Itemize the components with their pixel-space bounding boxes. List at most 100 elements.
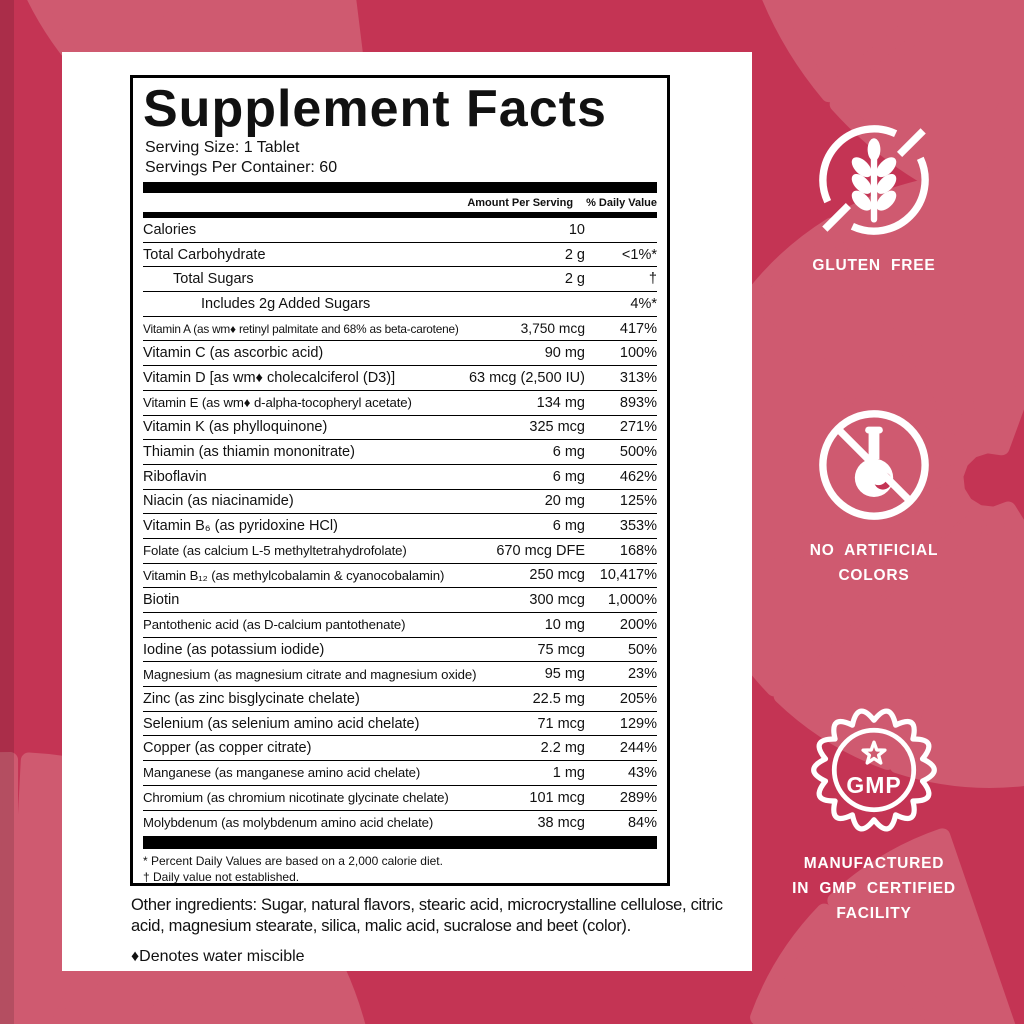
nutrient-name: Total Carbohydrate [143, 246, 266, 263]
column-header-amount: Amount Per Serving [467, 197, 574, 209]
nutrient-amount: 325 mcg [529, 419, 585, 436]
nutrient-name: Folate (as calcium L-5 methyltetrahydrof… [143, 543, 407, 559]
no-artificial-colors-icon [819, 410, 929, 520]
table-row: Vitamin K (as phylloquinone) 325 mcg 271% [143, 416, 657, 441]
table-row: Vitamin B₆ (as pyridoxine HCl) 6 mg 353% [143, 514, 657, 539]
nutrient-name: Vitamin B₁₂ (as methylcobalamin & cyanoc… [143, 567, 445, 583]
nutrient-name: Vitamin A (as wm♦ retinyl palmitate and … [143, 321, 459, 336]
nutrient-daily-value: † [648, 271, 657, 288]
table-row: Manganese (as manganese amino acid chela… [143, 761, 657, 786]
table-row: Selenium (as selenium amino acid chelate… [143, 712, 657, 737]
nutrient-name: Calories [143, 221, 197, 238]
serving-info: Serving Size: 1 Tablet Servings Per Cont… [145, 138, 657, 178]
table-row: Vitamin D [as wm♦ cholecalciferol (D3)] 6… [143, 366, 657, 391]
nutrient-name: Molybdenum (as molybdenum amino acid che… [143, 815, 434, 831]
supplement-facts-box: Supplement Facts Serving Size: 1 Tablet … [130, 75, 670, 886]
column-header-row: Amount Per Serving % Daily Value [143, 193, 657, 212]
nutrient-amount: 6 mg [552, 468, 585, 485]
nutrient-amount: 71 mcg [537, 715, 585, 732]
nutrient-name: Biotin [143, 592, 180, 609]
nutrient-amount: 75 mcg [537, 641, 585, 658]
table-row: Molybdenum (as molybdenum amino acid che… [143, 811, 657, 836]
table-row: Includes 2g Added Sugars 4%* [143, 292, 657, 317]
nutrient-amount: 6 mg [552, 444, 585, 461]
nutrient-daily-value: 100% [619, 345, 657, 362]
nutrient-amount: 20 mg [544, 493, 585, 510]
nutrient-daily-value: 125% [619, 493, 657, 510]
nutrient-name: Includes 2g Added Sugars [201, 295, 371, 312]
table-row: Copper (as copper citrate) 2.2 mg 244% [143, 736, 657, 762]
nutrient-daily-value: 353% [619, 518, 657, 535]
nutrient-name: Magnesium (as magnesium citrate and magn… [143, 666, 477, 682]
nutrient-daily-value: 893% [619, 394, 657, 411]
table-row: Calories 10 [143, 218, 657, 243]
gmp-seal-text: GMP [846, 772, 901, 798]
nutrient-daily-value: 244% [619, 740, 657, 757]
table-row: Iodine (as potassium iodide) 75 mcg 50% [143, 638, 657, 663]
table-row: Zinc (as zinc bisglycinate chelate) 22.5 … [143, 687, 657, 712]
nutrient-name: Iodine (as potassium iodide) [143, 641, 325, 658]
nutrient-daily-value: 289% [619, 789, 657, 806]
nutrient-table: Calories 10 Total Carbohydrate 2 g <1%* Total… [143, 218, 657, 835]
nutrient-daily-value: 43% [627, 764, 657, 781]
table-row: Vitamin A (as wm♦ retinyl palmitate and … [143, 317, 657, 342]
gluten-free-icon [819, 125, 929, 235]
nutrient-name: Manganese (as manganese amino acid chela… [143, 765, 421, 781]
nutrient-amount: 101 mcg [529, 789, 585, 806]
badge-label: NO ARTIFICIAL COLORS [809, 542, 939, 584]
nutrient-daily-value: 271% [619, 419, 657, 436]
table-row: Total Sugars 2 g † [143, 267, 657, 293]
footnote-not-established: † Daily value not established. [143, 869, 300, 884]
table-row: Folate (as calcium L-5 methyltetrahydrof… [143, 539, 657, 564]
nutrient-daily-value: 129% [619, 715, 657, 732]
nutrient-daily-value: 313% [619, 369, 657, 386]
nutrient-daily-value: 200% [619, 616, 657, 633]
divider-bar [143, 182, 657, 193]
nutrient-daily-value: 84% [627, 814, 657, 831]
supplement-facts-title: Supplement Facts [143, 80, 607, 138]
nutrient-amount: 300 mcg [529, 592, 585, 609]
nutrient-amount: 2.2 mg [540, 740, 585, 757]
nutrient-name: Selenium (as selenium amino acid chelate… [143, 715, 420, 732]
nutrient-amount: 2 g [564, 246, 585, 263]
gmp-badge: GMP MANUFACTURED IN GMP CERTIFIED FACILI… [759, 703, 989, 926]
nutrient-name: Vitamin C (as ascorbic acid) [143, 345, 324, 362]
nutrient-name: Total Sugars [173, 271, 254, 288]
nutrient-daily-value: 10,417% [599, 567, 657, 584]
nutrient-name: Copper (as copper citrate) [143, 740, 312, 757]
table-row: Chromium (as chromium nicotinate glycina… [143, 786, 657, 811]
nutrient-daily-value: 168% [619, 542, 657, 559]
footnote-daily-values: * Percent Daily Values are based on a 2,… [143, 854, 443, 869]
table-row: Biotin 300 mcg 1,000% [143, 588, 657, 613]
nutrient-daily-value: 205% [619, 690, 657, 707]
table-row: Vitamin B₁₂ (as methylcobalamin & cyanoc… [143, 564, 657, 589]
divider-bar [143, 212, 657, 218]
star-icon [861, 740, 887, 765]
nutrient-amount: 63 mcg (2,500 IU) [468, 369, 585, 386]
other-ingredients: Other ingredients: Sugar, natural flavor… [131, 896, 723, 935]
divider-bar [143, 836, 657, 850]
table-row: Niacin (as niacinamide) 20 mg 125% [143, 490, 657, 515]
gmp-seal-icon: GMP [811, 708, 937, 832]
nutrient-name: Pantothenic acid (as D-calcium pantothen… [143, 617, 406, 633]
nutrient-name: Vitamin K (as phylloquinone) [143, 419, 328, 436]
nutrient-amount: 90 mg [544, 345, 585, 362]
nutrient-amount: 22.5 mg [532, 690, 585, 707]
nutrient-amount: 134 mg [536, 394, 585, 411]
table-row: Vitamin E (as wm♦ d-alpha-tocopheryl ace… [143, 391, 657, 416]
nutrient-amount: 95 mg [544, 666, 585, 683]
wheat-icon [851, 138, 897, 211]
nutrient-daily-value: 4%* [630, 295, 657, 312]
nutrient-name: Zinc (as zinc bisglycinate chelate) [143, 690, 360, 707]
nutrient-name: Chromium (as chromium nicotinate glycina… [143, 790, 449, 806]
nutrient-daily-value: 23% [627, 666, 657, 683]
nutrient-amount: 6 mg [552, 518, 585, 535]
label-panel: Supplement Facts Serving Size: 1 Tablet … [62, 52, 752, 971]
nutrient-daily-value: 500% [619, 444, 657, 461]
table-row: Riboflavin 6 mg 462% [143, 465, 657, 490]
badge-label: MANUFACTURED IN GMP CERTIFIED FACILITY [792, 855, 956, 922]
nutrient-name: Vitamin B₆ (as pyridoxine HCl) [143, 518, 338, 535]
footnotes: * Percent Daily Values are based on a 2,… [143, 849, 657, 884]
